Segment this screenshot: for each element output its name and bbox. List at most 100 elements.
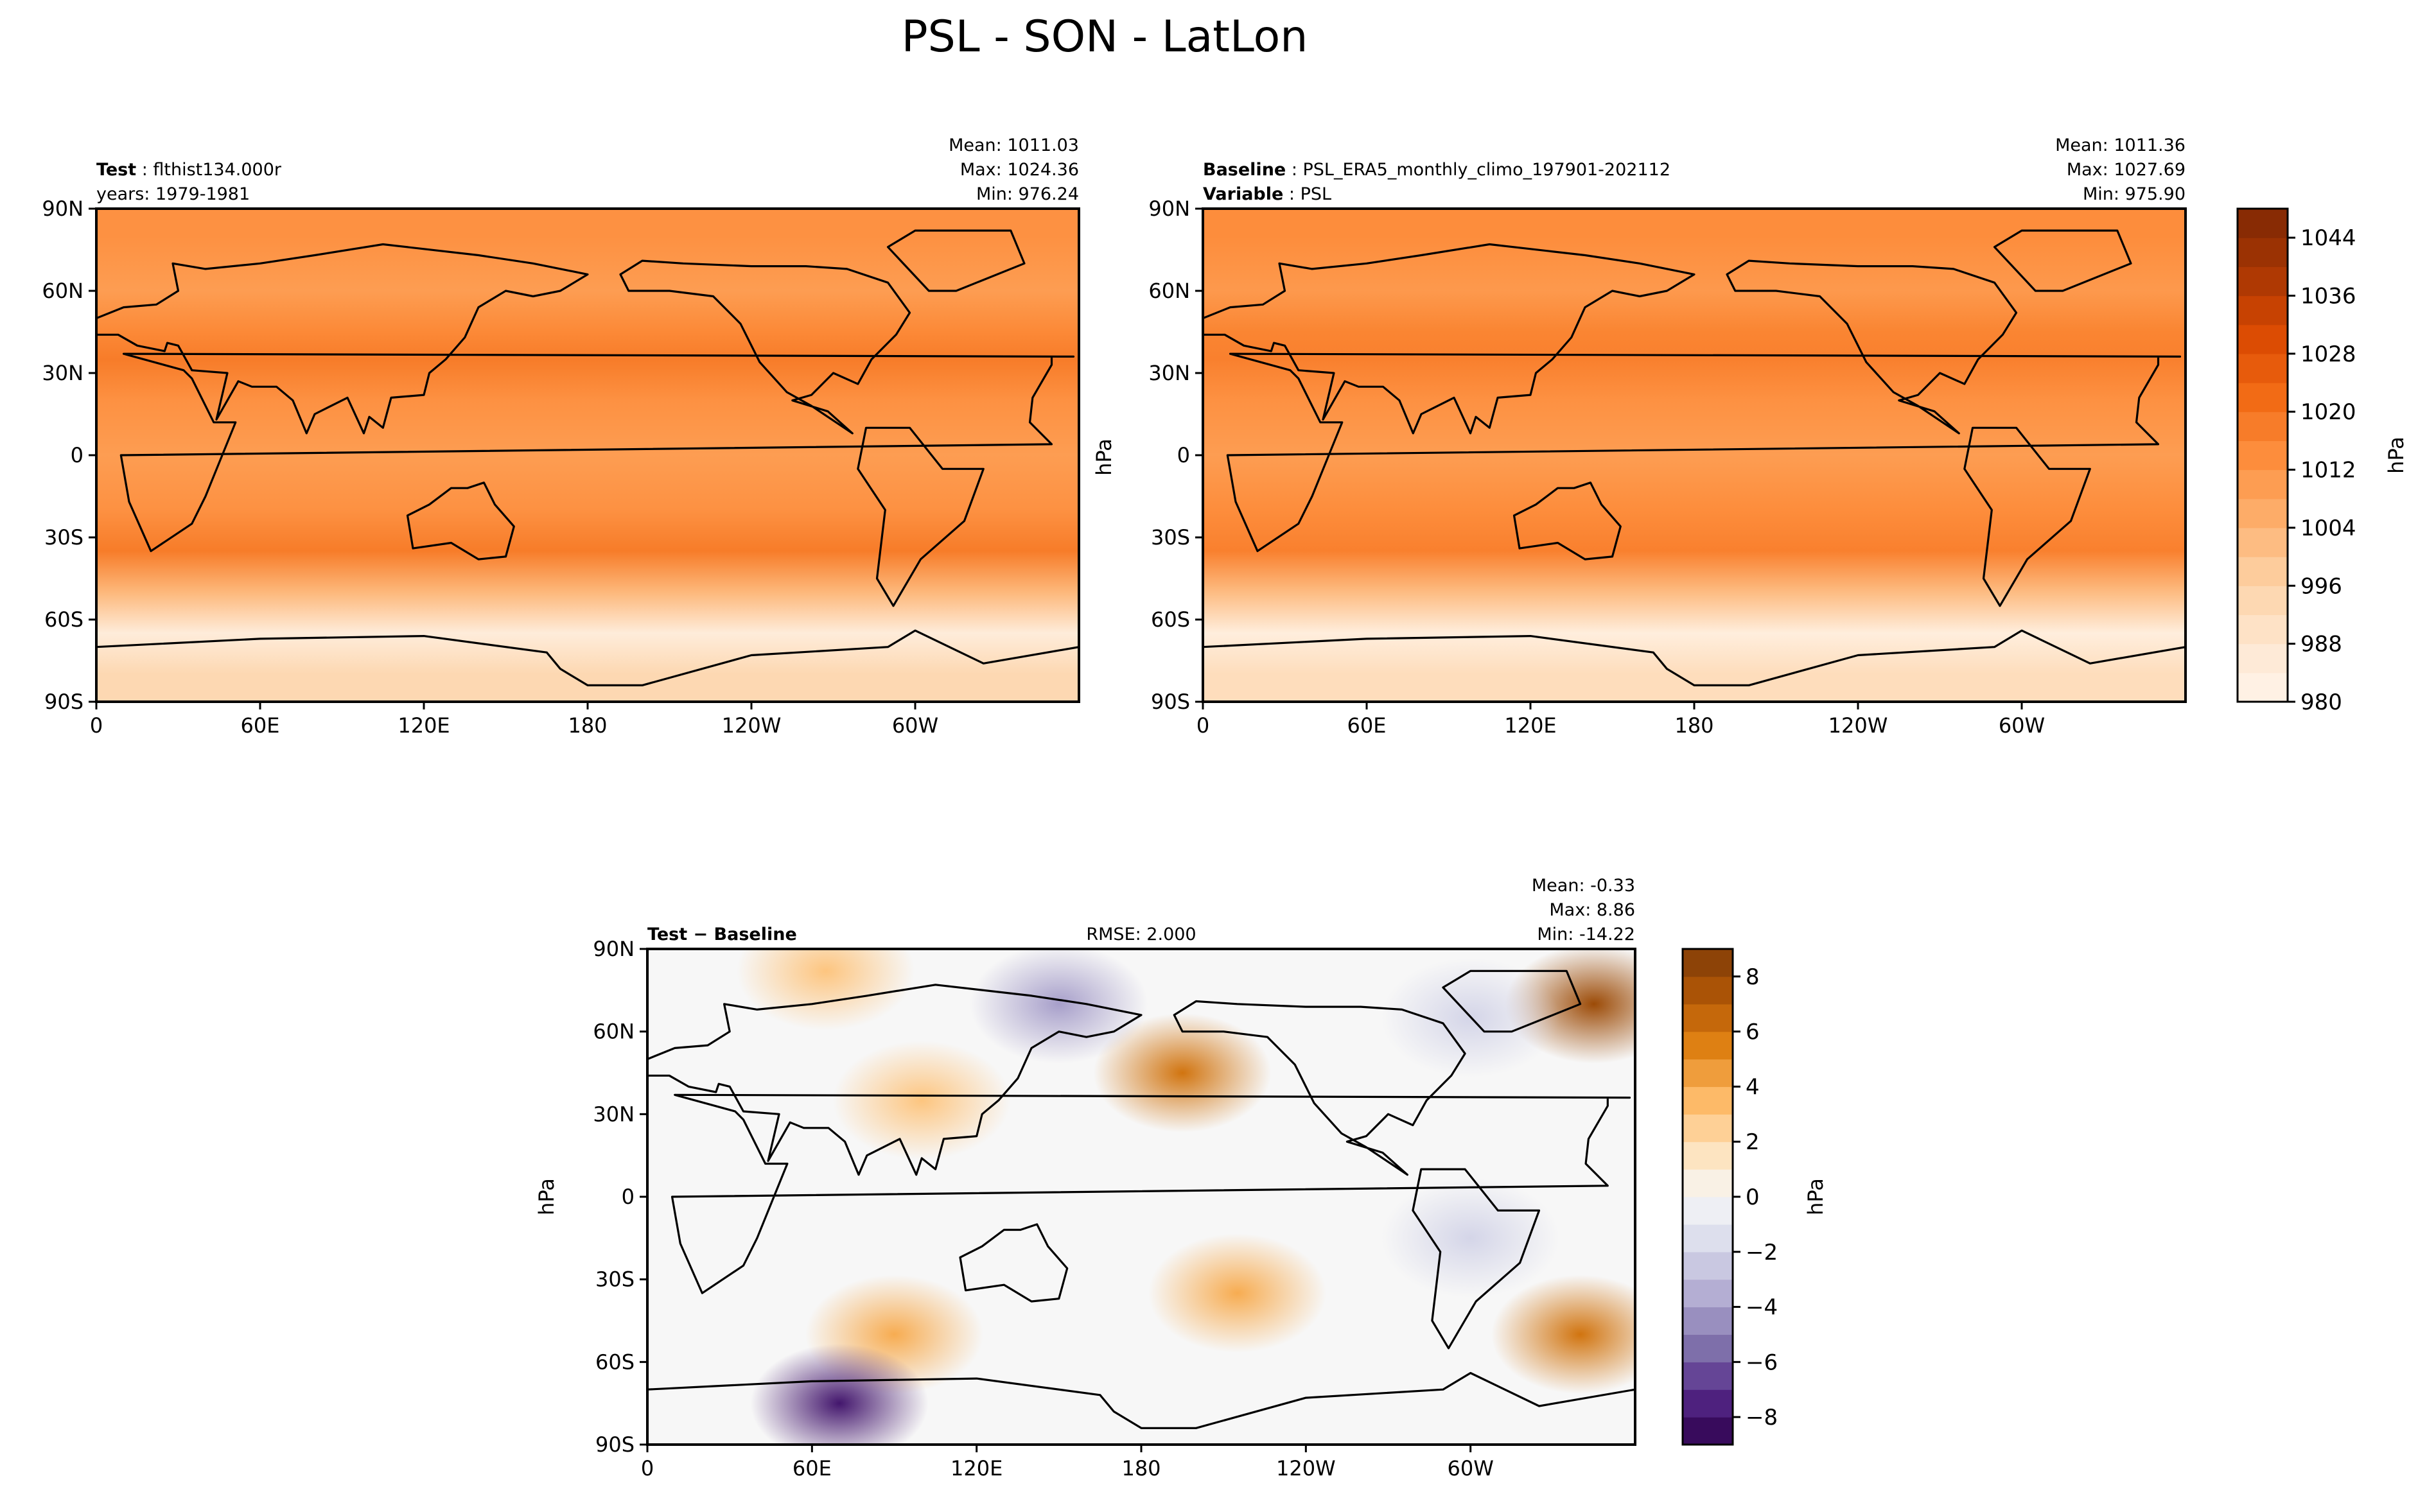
y-tick-label: 60N [1148, 279, 1190, 303]
coastline-3 [619, 259, 911, 435]
figure-title: PSL - SON - LatLon [902, 12, 1308, 62]
colorbar-level [2238, 469, 2288, 500]
anomaly-blob [1093, 1013, 1272, 1133]
colorbar-level [2238, 412, 2288, 442]
pressure-field [1203, 209, 2186, 702]
stat-min: Min: -14.22 [1537, 925, 1635, 944]
panel-label2-key: Variable [1203, 184, 1283, 204]
colorbar-level [2238, 383, 2288, 412]
coastline-2 [406, 482, 515, 560]
colorbar-level [2238, 238, 2288, 267]
x-tick-label: 60W [892, 713, 938, 738]
colorbar-level [1683, 1197, 1733, 1225]
colorbar-level [2238, 614, 2288, 645]
y-tick-label: 30N [593, 1102, 635, 1126]
colorbar-tick-label: −6 [1746, 1350, 1778, 1375]
colorbar-units-label: hPa [1803, 1178, 1828, 1215]
panel-label-value: : flthist134.000r [136, 160, 282, 180]
colorbar-tick-label: 8 [1746, 964, 1760, 990]
y-tick-label: 90N [1148, 196, 1190, 221]
colorbar-tick-label: 980 [2300, 690, 2342, 715]
coastline-1 [670, 1093, 1631, 1294]
x-tick-label: 60W [1447, 1456, 1493, 1481]
map-panel-test: 0 60E 120E 180 120W 60W 90N 60N 30N 0 30S 60S 90S Min… [42, 135, 1080, 738]
panel-label: Test − Baseline [647, 925, 797, 944]
x-tick-label: 120E [951, 1456, 1003, 1481]
y-tick-label: 30S [44, 525, 83, 550]
panel-label2-value: : PSL [1283, 184, 1331, 204]
coastline-2 [959, 1223, 1069, 1303]
colorbar-tick-label: 1036 [2300, 284, 2356, 309]
anomaly-blob [750, 1344, 929, 1445]
stat-min: Min: 975.90 [2083, 184, 2186, 204]
colorbar-level [2238, 527, 2288, 557]
colorbar-level [1683, 1334, 1733, 1362]
colorbar-level [2238, 353, 2288, 383]
stat-max: Max: 1027.69 [2067, 160, 2186, 180]
x-tick-label: 60E [1347, 713, 1387, 738]
colorbar-level [1683, 1169, 1733, 1197]
y-tick-label: 90S [44, 690, 83, 714]
x-tick-label: 60E [793, 1456, 832, 1481]
colorbar-level [1683, 1362, 1733, 1390]
anomaly-blob [737, 949, 915, 1030]
pressure-field [96, 209, 1079, 702]
colorbar-level [1683, 1279, 1733, 1308]
colorbar-level [2238, 209, 2288, 238]
coastline-2 [1512, 482, 1622, 560]
y-tick-label: 0 [71, 443, 83, 467]
coastline-3 [1173, 1000, 1466, 1176]
coastline-1 [119, 352, 1075, 552]
x-tick-label: 120E [398, 713, 450, 738]
coastline-5 [1993, 229, 2132, 292]
map-field [1203, 209, 2186, 702]
stat-mean: Mean: 1011.03 [949, 135, 1079, 155]
coastline-3 [1726, 259, 2018, 435]
colorbar-level [1683, 1251, 1733, 1280]
stat-mean: Mean: -0.33 [1532, 876, 1635, 896]
colorbar-tick-label: 1020 [2300, 399, 2356, 425]
colorbar-1: 980 988 996 1004 1012 1020 1028 1036 1044 hPa [2236, 207, 2408, 715]
colorbar-tick-label: 1044 [2300, 225, 2356, 251]
coastline-4 [857, 426, 985, 607]
y-tick-label: 60S [44, 607, 83, 632]
y-tick-label: 90S [1151, 690, 1190, 714]
colorbar-level [2238, 295, 2288, 326]
y-tick-label: 0 [1177, 443, 1190, 467]
anomaly-blob [1148, 1233, 1326, 1353]
colorbar-tick-label: 988 [2300, 632, 2342, 657]
colorbar-level [2238, 266, 2288, 297]
colorbar-tick-label: 1012 [2300, 458, 2356, 483]
colorbar-level [2238, 672, 2288, 702]
panel-label-value: : PSL_ERA5_monthly_climo_197901-202112 [1286, 160, 1670, 180]
coastline-0 [1203, 243, 1695, 435]
colorbar-level [2238, 557, 2288, 586]
x-tick-label: 180 [1674, 713, 1713, 738]
y-tick-label: 30S [595, 1267, 635, 1292]
coastline-4 [1963, 426, 2091, 607]
colorbar-level [1683, 1059, 1733, 1088]
colorbar-level [2238, 440, 2288, 471]
panel-label-line2: Variable : PSL [1203, 184, 1331, 204]
panel-label: Baseline : PSL_ERA5_monthly_climo_197901… [1203, 160, 1670, 180]
colorbar-level [1683, 1417, 1733, 1445]
colorbar-tick-label: 1028 [2300, 342, 2356, 367]
anomaly-blob [1491, 1274, 1635, 1395]
colorbar-units-label: hPa [2384, 437, 2408, 474]
y-tick-label: 30N [1148, 361, 1190, 385]
colorbar-level [1683, 1114, 1733, 1142]
colorbar-level [1683, 1142, 1733, 1170]
colorbar-tick-label: 0 [1746, 1185, 1760, 1210]
colorbar-level [1683, 1031, 1733, 1060]
colorbar-level [1683, 1004, 1733, 1032]
colorbar-tick-label: 6 [1746, 1020, 1760, 1045]
colorbar-tick-label: −4 [1746, 1295, 1778, 1321]
colorbar-2: −8 −6 −4 −2 0 2 4 6 8 hPa [1681, 948, 1828, 1446]
x-tick-label: 0 [1196, 713, 1209, 738]
coastline-6 [1203, 629, 2186, 702]
coastline-1 [1226, 352, 2182, 552]
colorbar-frame [2236, 207, 2289, 703]
x-tick-label: 120W [722, 713, 782, 738]
y-tick-label: 90N [593, 937, 635, 961]
x-tick-label: 60W [1999, 713, 2045, 738]
